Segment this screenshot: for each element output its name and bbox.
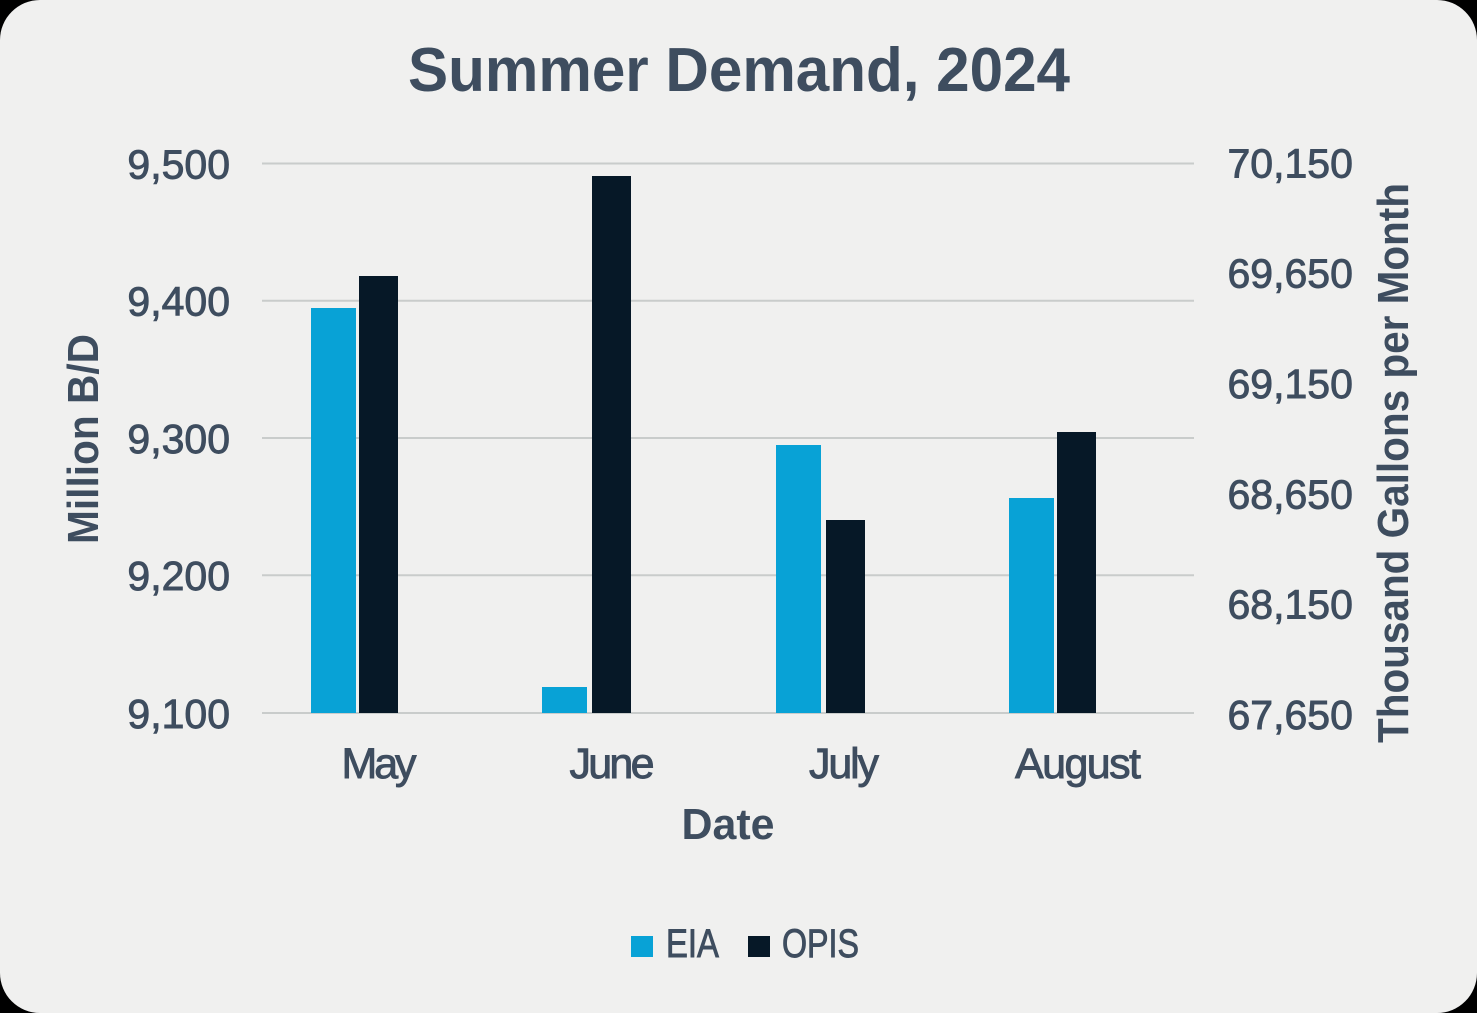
svg-text:OPIS: OPIS bbox=[782, 922, 859, 966]
svg-text:9,400: 9,400 bbox=[127, 279, 230, 325]
svg-text:Summer Demand, 2024: Summer Demand, 2024 bbox=[408, 36, 1070, 105]
svg-text:68,150: 68,150 bbox=[1228, 582, 1353, 628]
svg-text:May: May bbox=[342, 740, 418, 788]
svg-text:67,650: 67,650 bbox=[1228, 692, 1353, 738]
svg-text:Date: Date bbox=[682, 800, 775, 849]
svg-text:9,100: 9,100 bbox=[127, 691, 230, 737]
svg-text:70,150: 70,150 bbox=[1228, 140, 1353, 186]
svg-text:EIA: EIA bbox=[666, 922, 719, 966]
svg-text:68,650: 68,650 bbox=[1228, 471, 1353, 517]
svg-text:9,300: 9,300 bbox=[127, 416, 230, 462]
svg-text:July: July bbox=[809, 740, 880, 788]
svg-text:June: June bbox=[570, 740, 655, 788]
svg-text:9,200: 9,200 bbox=[127, 553, 230, 599]
svg-text:69,650: 69,650 bbox=[1228, 251, 1353, 297]
svg-text:Thousand Gallons per Month: Thousand Gallons per Month bbox=[1369, 183, 1418, 743]
svg-text:69,150: 69,150 bbox=[1228, 361, 1353, 407]
svg-text:Million B/D: Million B/D bbox=[59, 334, 108, 544]
svg-text:9,500: 9,500 bbox=[127, 141, 230, 187]
svg-text:August: August bbox=[1015, 740, 1141, 788]
